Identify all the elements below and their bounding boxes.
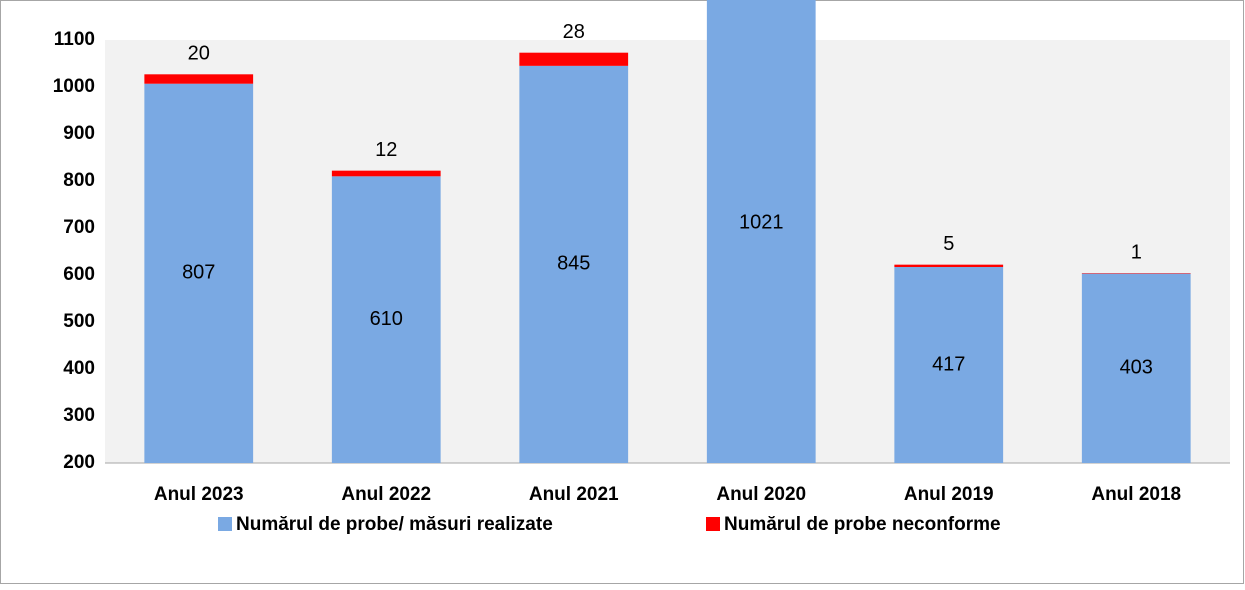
y-tick-label: 500 [63, 311, 95, 332]
bar-segment [332, 171, 441, 177]
x-tick-label: Anul 2022 [341, 484, 431, 505]
data-label: 5 [943, 233, 954, 255]
bar-segment [144, 74, 253, 83]
data-label: 12 [375, 139, 397, 161]
y-tick-label: 400 [63, 358, 95, 379]
y-tick-label: 700 [63, 217, 95, 238]
bar-segment [894, 265, 1003, 267]
data-label: 1021 [739, 211, 784, 233]
legend-label: Numărul de probe neconforme [724, 514, 1001, 535]
data-label: 845 [557, 253, 590, 275]
y-tick-label: 600 [63, 264, 95, 285]
data-label: 20 [188, 43, 210, 65]
y-tick-label: 300 [63, 405, 95, 426]
x-tick-label: Anul 2023 [154, 484, 244, 505]
y-tick-label: 200 [63, 452, 95, 473]
data-label: 28 [563, 21, 585, 43]
x-tick-label: Anul 2018 [1091, 484, 1181, 505]
plot-area [105, 40, 1230, 463]
legend-swatch [706, 517, 720, 531]
x-tick-label: Anul 2019 [904, 484, 994, 505]
y-tick-label: 900 [63, 123, 95, 144]
x-tick-label: Anul 2020 [716, 484, 806, 505]
legend-swatch [218, 517, 232, 531]
data-label: 1 [1131, 241, 1142, 263]
x-tick-label: Anul 2021 [529, 484, 619, 505]
legend-label: Numărul de probe/ măsuri realizate [236, 514, 553, 535]
data-label: 610 [370, 308, 403, 330]
data-label: 403 [1120, 357, 1153, 379]
y-tick-label: 1100 [54, 29, 95, 50]
y-tick-label: 1000 [53, 76, 95, 97]
data-label: 417 [932, 353, 965, 375]
y-tick-label: 800 [63, 170, 95, 191]
data-label: 807 [182, 262, 215, 284]
bar-segment [519, 53, 628, 66]
